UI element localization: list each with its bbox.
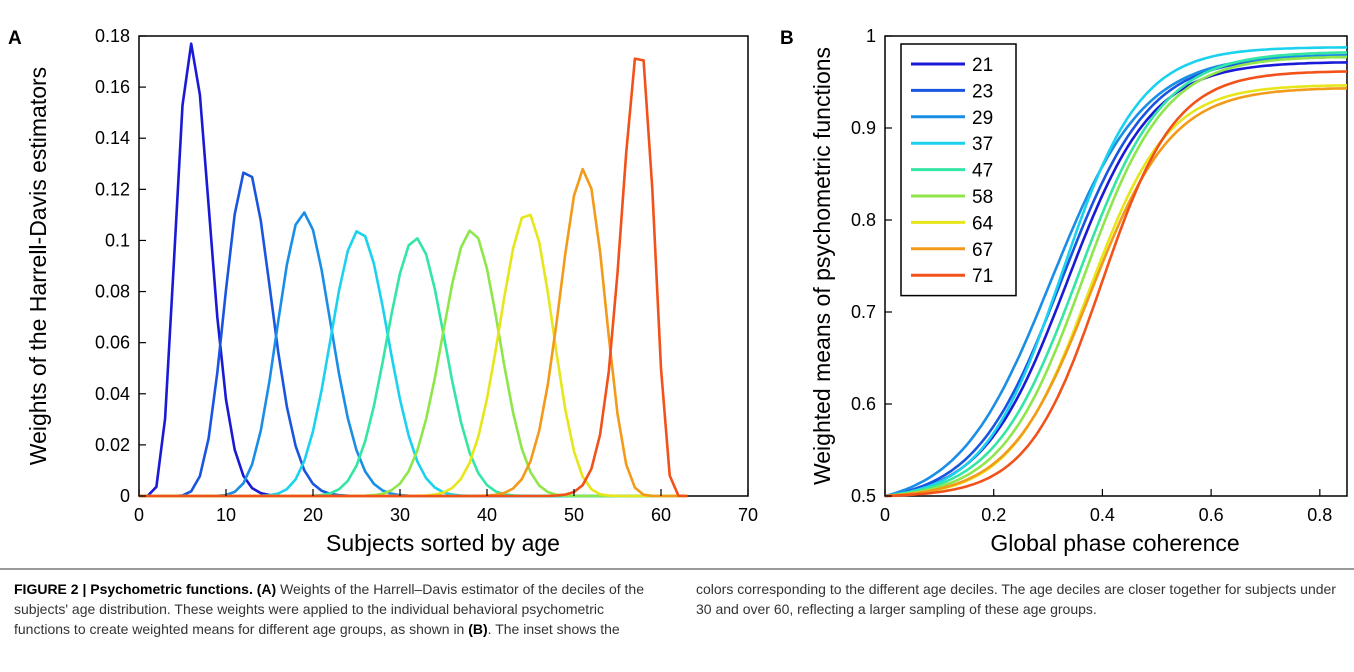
panel-a-ytick-label: 0.16 [95,77,130,97]
panel-b-axes-box [884,35,1348,497]
panel-a-xtick-label: 60 [651,505,671,525]
caption-divider [0,568,1354,570]
panel-b-ytick-label: 0.7 [851,302,876,322]
legend-label: 47 [972,161,993,182]
legend-label: 21 [972,55,993,76]
legend-label: 71 [972,266,993,287]
panel-a-curves [138,42,688,498]
panel-a-ytick-label: 0.02 [95,435,130,455]
panel-b-ytick-label: 1 [866,26,876,46]
panel-a-xtick-label: 70 [738,505,758,525]
panel-b-xtick-label: 0.4 [1090,505,1115,525]
panel-b-xtick-label: 0.8 [1307,505,1332,525]
panel-a-ylabel: Weights of the Harrell-Davis estimators [25,67,51,465]
panel-b-xtick-label: 0.6 [1199,505,1224,525]
panel-a-series-line [139,57,688,498]
panel-a-xtick-label: 10 [216,505,236,525]
panel-a-ytick-label: 0.1 [105,230,130,250]
panel-b-xtick-label: 0 [880,505,890,525]
panel-a-ytick-label: 0.18 [95,26,130,46]
panel-b-legend: 21 23 29 37 47 58 64 67 71 [900,43,1017,297]
legend-label: 29 [972,108,993,129]
panel-b-ytick-label: 0.5 [851,486,876,506]
figure-caption: FIGURE 2 | Psychometric functions. (A) W… [14,579,1340,667]
panel-b-series-line [884,51,1348,498]
panel-a-xtick-label: 0 [134,505,144,525]
legend-label: 37 [972,134,993,155]
caption-ref-a: (A) [256,581,277,597]
caption-ref-b: (B) [468,621,488,637]
panel-a-letter: A [8,28,22,49]
panel-b-ytick-label: 0.6 [851,394,876,414]
legend-label: 67 [972,240,993,261]
panel-b-xlabel: Global phase coherence [990,530,1239,556]
panel-b-ytick-label: 0.9 [851,118,876,138]
panel-a-xtick-label: 50 [564,505,584,525]
panel-a-xtick-label: 40 [477,505,497,525]
panel-b-series-line [884,70,1348,498]
panel-b-ticks: 0 0.2 0.4 0.6 0.8 0.5 0.6 0.7 0.8 0.9 1 [851,26,1332,525]
panel-b-xtick-label: 0.2 [981,505,1006,525]
panel-a-ytick-label: 0.12 [95,179,130,199]
legend-label: 23 [972,81,993,102]
panel-b-series-line [884,46,1348,498]
caption-lead: FIGURE 2 | Psychometric functions. [14,581,253,597]
panel-b-ylabel: Weighted means of psychometric functions [809,47,835,485]
panel-b-series-line [884,53,1348,498]
panel-a-xtick-label: 20 [303,505,323,525]
figure: A 0 10 20 30 40 50 60 7000.020.040.060.080.10.1… [8,26,1348,556]
legend-label: 64 [972,213,994,234]
panel-a-ytick-label: 0.04 [95,384,130,404]
legend-label: 58 [972,187,993,208]
caption-text-2: . The inset shows the colors correspondi… [487,581,1336,637]
panel-a-ytick-label: 0.08 [95,282,130,302]
caption-text-1: Weights of the Harrell–Davis estimator o… [14,581,644,637]
panel-b-letter: B [780,28,794,49]
panel-a-xlabel: Subjects sorted by age [326,530,560,556]
panel-a-ytick-label: 0.14 [95,128,130,148]
panel-a-ticks: 0 10 20 30 40 50 60 70 0 0.02 0.04 0.06 0.08 0.1 0.12 0… [95,26,758,525]
panel-b: B 0 0.2 0.4 0.6 0.8 0.5 0.6 0.7 0.8 0.9 1 21 23 29 37… [780,26,1348,556]
panel-a-series-line [138,42,688,498]
panel-b-series-line [884,55,1348,498]
panel-b-curves [884,46,1348,498]
panel-a-xtick-label: 30 [390,505,410,525]
panel-a-ytick-label: 0 [120,486,130,506]
panel-a: A 0 10 20 30 40 50 60 70 0 0.02 0.04 0.06 0.08 0.1 0.1… [8,26,758,556]
panel-b-ytick-label: 0.8 [851,210,876,230]
panel-a-ytick-label: 0.06 [95,333,130,353]
panel-b-series-line [884,87,1348,498]
